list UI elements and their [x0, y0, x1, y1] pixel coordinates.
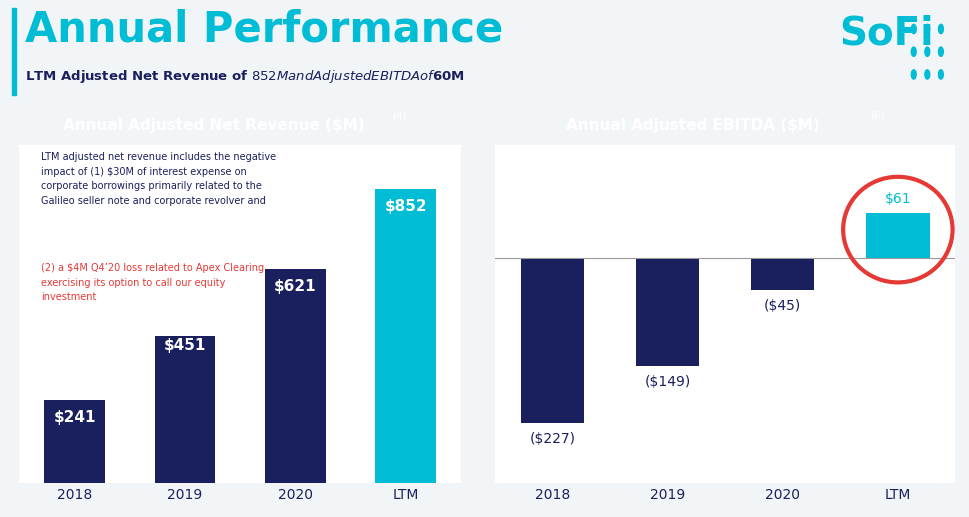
Text: $852: $852: [384, 200, 426, 215]
Ellipse shape: [911, 70, 915, 79]
Text: LTM Adjusted Net Revenue of $852M and Adjusted EBITDA of $60M: LTM Adjusted Net Revenue of $852M and Ad…: [25, 68, 465, 85]
Ellipse shape: [911, 24, 915, 34]
Text: ($45): ($45): [764, 299, 800, 313]
Text: Annual Adjusted EBITDA ($M): Annual Adjusted EBITDA ($M): [565, 118, 819, 133]
Ellipse shape: [923, 47, 928, 56]
Bar: [12, 8, 16, 95]
Ellipse shape: [923, 24, 928, 34]
Ellipse shape: [937, 24, 942, 34]
Text: LTM adjusted net revenue includes the negative
impact of (1) $30M of interest ex: LTM adjusted net revenue includes the ne…: [41, 153, 276, 206]
Ellipse shape: [911, 47, 915, 56]
Bar: [265, 269, 326, 483]
Text: $241: $241: [53, 410, 96, 425]
Bar: [45, 400, 105, 483]
Bar: [750, 257, 814, 291]
Bar: [865, 213, 928, 257]
Bar: [520, 257, 583, 423]
Text: (2) a $4M Q4’20 loss related to Apex Clearing
exercising its option to call our : (2) a $4M Q4’20 loss related to Apex Cle…: [41, 263, 264, 302]
Text: Annual Performance: Annual Performance: [25, 8, 503, 50]
Text: ($149): ($149): [643, 375, 690, 389]
Bar: [375, 189, 435, 483]
Bar: [154, 328, 215, 483]
Text: (4): (4): [391, 111, 407, 121]
Ellipse shape: [937, 70, 942, 79]
Ellipse shape: [937, 47, 942, 56]
Text: ($227): ($227): [529, 432, 575, 446]
Text: $621: $621: [273, 279, 316, 294]
Text: $61: $61: [884, 192, 910, 206]
Text: (6): (6): [869, 111, 884, 121]
Bar: [635, 257, 699, 366]
Ellipse shape: [923, 70, 928, 79]
Text: Annual Adjusted Net Revenue ($M): Annual Adjusted Net Revenue ($M): [63, 118, 364, 133]
Text: SoFi: SoFi: [838, 14, 932, 52]
Text: $451: $451: [164, 338, 205, 353]
FancyBboxPatch shape: [13, 135, 273, 346]
